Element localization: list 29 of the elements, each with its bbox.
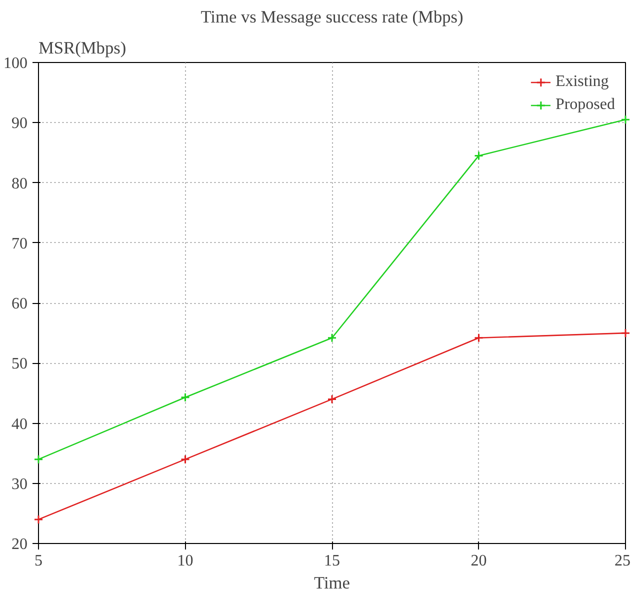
x-tick-label: 10 [177, 552, 194, 570]
y-tick-label: 90 [12, 115, 28, 132]
point [34, 514, 44, 524]
point [474, 150, 484, 160]
point [620, 114, 630, 124]
chart-title: Time vs Message success rate (Mbps) [200, 8, 464, 26]
point [474, 333, 484, 343]
point [327, 394, 337, 404]
y-tick-label: 100 [4, 55, 28, 72]
x-axis-title: Time [314, 574, 350, 592]
y-tick-label: 50 [12, 356, 28, 373]
y-tick-label: 80 [12, 175, 28, 192]
legend-label: Proposed [555, 96, 615, 114]
x-tick-label: 5 [34, 552, 42, 570]
legend-label: Existing [555, 73, 609, 91]
y-tick-label: 20 [12, 536, 28, 553]
point [180, 392, 190, 402]
y-tick-label: 60 [12, 296, 28, 312]
x-tick-label: 25 [614, 552, 630, 570]
y-tick-label: 40 [12, 416, 28, 433]
y-tick-label: 30 [12, 476, 28, 493]
y-axis-title: MSR(Mbps) [38, 38, 126, 58]
x-tick-label: 15 [324, 552, 340, 570]
point [180, 454, 190, 464]
y-tick-label: 70 [12, 235, 28, 252]
x-tick-label: 20 [470, 552, 487, 570]
point [327, 333, 337, 343]
point [34, 454, 44, 464]
point [620, 328, 630, 338]
